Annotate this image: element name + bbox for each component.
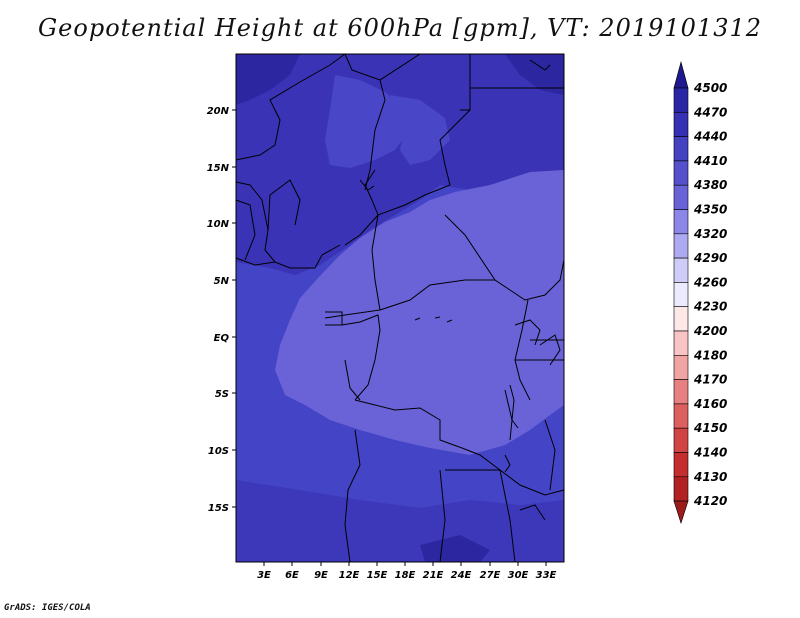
lon-label: 6E [285,570,299,581]
lakes [359,59,561,521]
colorbar-label: 4410 [693,154,727,168]
colorbar-box [673,476,689,502]
colorbar-box [673,257,689,283]
colorbar-box [673,233,689,259]
colorbar-label: 4160 [693,397,727,411]
lon-label: 33E [536,570,557,581]
longitude-axis: 3E 6E 9E 12E 15E 18E 21E 24E 27E 30E 33E [257,562,557,581]
colorbar-label: 4260 [693,275,727,289]
colorbar-label: 4440 [693,130,727,144]
colorbar-box [673,403,689,429]
lon-label: 15E [367,570,388,581]
colorbar-box [673,330,689,356]
colorbar-label: 4150 [693,421,727,435]
contour-4470-northwest [236,54,300,105]
lon-label: 30E [508,570,529,581]
lon-label: 3E [257,570,271,581]
contour-4470-northeast [505,54,564,95]
contour-4410-north-lobe-2 [390,95,450,165]
colorbar-box [673,160,689,186]
lat-label: 5S [215,389,229,400]
lat-label: 10N [207,219,230,230]
lat-label: 15N [207,163,230,174]
lat-label: 15S [208,503,229,514]
colorbar: 4500 4470 4440 4410 4380 4350 4320 4290 4260 4230… [673,60,727,525]
colorbar-label: 4230 [693,300,727,314]
colorbar-box [673,209,689,235]
lat-label: 5N [214,276,230,287]
colorbar-box [673,136,689,162]
colorbar-box [673,306,689,332]
latitude-axis: 20N 15N 10N 5N EQ 5S 10S 15S [207,106,236,514]
contour-4440-south [236,480,564,562]
lat-label: EQ [214,333,230,344]
colorbar-label: 4200 [693,324,727,338]
lon-label: 27E [480,570,501,581]
grads-credit: GrADS: IGES/COLA [4,603,91,613]
contour-4470-south [420,535,490,562]
colorbar-label: 4500 [693,81,727,95]
colorbar-label: 4180 [693,348,727,362]
contour-4440-north [236,54,564,275]
colorbar-label: 4170 [693,373,727,387]
lon-label: 21E [423,570,444,581]
colorbar-box [673,282,689,307]
colorbar-label: 4130 [693,470,727,484]
lat-label: 10S [208,446,229,457]
colorbar-label: 4470 [693,105,727,119]
colorbar-box [673,354,689,380]
colorbar-box [673,112,689,137]
colorbar-box [673,427,689,453]
colorbar-box [673,87,689,113]
map-border [235,53,565,563]
colorbar-label: 4350 [693,203,727,217]
colorbar-box [673,452,689,478]
lat-label: 20N [207,106,230,117]
map-title: Geopotential Height at 600hPa [gpm], VT:… [38,14,762,42]
colorbar-top-arrow [673,60,689,89]
lon-label: 9E [314,570,328,581]
colorbar-box [673,184,689,210]
colorbar-label: 4320 [693,227,727,241]
contour-4380-central [275,170,564,455]
lon-label: 24E [451,570,472,581]
colorbar-box [673,379,689,405]
colorbar-label: 4380 [693,178,727,192]
lon-label: 12E [339,570,360,581]
contour-4410-north-lobe [325,75,410,168]
colorbar-label: 4120 [693,494,727,508]
lon-label: 18E [395,570,416,581]
colorbar-bottom-arrow [673,500,689,525]
colorbar-label: 4140 [693,446,727,460]
colorbar-label: 4290 [693,251,727,265]
country-boundaries [235,53,565,563]
